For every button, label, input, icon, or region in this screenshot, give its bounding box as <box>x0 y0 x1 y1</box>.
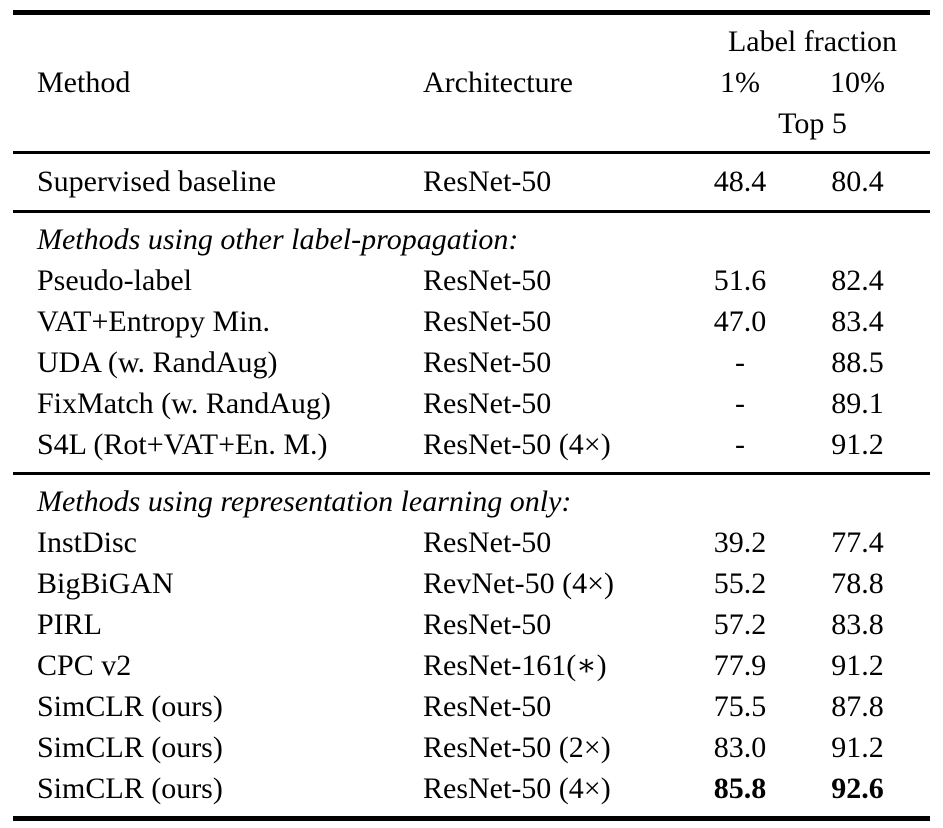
top5-10pct-cell: 83.4 <box>831 305 884 338</box>
section-title-row: Methods using representation learning on… <box>13 474 930 523</box>
header-spacer <box>423 13 695 63</box>
method-cell: CPC v2 <box>37 649 132 682</box>
method-cell: InstDisc <box>37 526 137 559</box>
architecture-cell: ResNet-50 <box>423 264 552 297</box>
table-row: SimCLR (ours) ResNet-50 75.5 87.8 <box>13 686 930 727</box>
top5-10pct-cell: 91.2 <box>831 731 884 764</box>
method-cell: S4L (Rot+VAT+En. M.) <box>37 428 328 461</box>
top5-10pct-cell: 89.1 <box>831 387 884 420</box>
top5-1pct-cell: 39.2 <box>713 526 767 559</box>
top5-10pct-cell: 91.2 <box>831 649 884 682</box>
architecture-cell: ResNet-50 <box>423 305 552 338</box>
top5-10pct-cell: 83.8 <box>831 608 884 641</box>
method-cell: PIRL <box>37 608 103 641</box>
architecture-cell: ResNet-50 (4×) <box>423 428 611 461</box>
top5-10pct-cell: 88.5 <box>831 346 884 379</box>
representation-learning-section: Methods using representation learning on… <box>13 474 930 819</box>
architecture-cell: ResNet-50 (2×) <box>423 731 611 764</box>
label-fraction-header: Label fraction <box>727 25 898 58</box>
baseline-section: Supervised baseline ResNet-50 48.4 80.4 <box>13 153 930 212</box>
table-row: Supervised baseline ResNet-50 48.4 80.4 <box>13 153 930 212</box>
label-propagation-section: Methods using other label-propagation: P… <box>13 212 930 474</box>
top5-10pct-cell: 77.4 <box>831 526 884 559</box>
table-row: S4L (Rot+VAT+En. M.) ResNet-50 (4×) - 91… <box>13 424 930 474</box>
top5-1pct-cell: 57.2 <box>713 608 767 641</box>
section-title: Methods using other label-propagation: <box>37 223 519 256</box>
header-row-metric: Top 5 <box>13 103 930 153</box>
architecture-column-header: Architecture <box>423 66 573 99</box>
header-row-group: Label fraction <box>13 13 930 63</box>
architecture-cell: ResNet-50 (4×) <box>423 772 611 805</box>
one-percent-column-header: 1% <box>720 66 760 99</box>
method-cell: Supervised baseline <box>37 165 277 198</box>
architecture-cell: ResNet-161(∗) <box>423 649 607 682</box>
top5-1pct-cell: 48.4 <box>713 165 767 198</box>
method-cell: SimCLR (ours) <box>37 731 223 764</box>
table-row: CPC v2 ResNet-161(∗) 77.9 91.2 <box>13 645 930 686</box>
table-row: PIRL ResNet-50 57.2 83.8 <box>13 604 930 645</box>
method-cell: BigBiGAN <box>37 567 174 600</box>
table-row-best-result: SimCLR (ours) ResNet-50 (4×) 85.8 92.6 <box>13 768 930 819</box>
top5-1pct-cell: - <box>735 346 745 379</box>
header-spacer <box>423 103 695 153</box>
table-row: UDA (w. RandAug) ResNet-50 - 88.5 <box>13 342 930 383</box>
header-spacer <box>13 103 423 153</box>
header-row-columns: Method Architecture 1% 10% <box>13 62 930 103</box>
method-column-header: Method <box>37 66 131 99</box>
top5-1pct-cell: 83.0 <box>713 731 767 764</box>
top5-1pct-cell: 55.2 <box>713 567 767 600</box>
architecture-cell: RevNet-50 (4×) <box>423 567 615 600</box>
top5-10pct-cell: 82.4 <box>831 264 884 297</box>
top5-1pct-cell: 75.5 <box>713 690 767 723</box>
top5-1pct-cell: - <box>735 428 745 461</box>
table-header: Label fraction Method Architecture 1% 10… <box>13 13 930 153</box>
table-row: VAT+Entropy Min. ResNet-50 47.0 83.4 <box>13 301 930 342</box>
top5-1pct-cell: 47.0 <box>713 305 767 338</box>
top5-10pct-cell: 91.2 <box>831 428 884 461</box>
top5-10pct-cell: 80.4 <box>831 165 884 198</box>
architecture-cell: ResNet-50 <box>423 526 552 559</box>
top5-1pct-cell: 77.9 <box>713 649 767 682</box>
top5-1pct-cell: 85.8 <box>713 772 767 805</box>
architecture-cell: ResNet-50 <box>423 690 552 723</box>
architecture-cell: ResNet-50 <box>423 165 552 198</box>
architecture-cell: ResNet-50 <box>423 387 552 420</box>
table-row: SimCLR (ours) ResNet-50 (2×) 83.0 91.2 <box>13 727 930 768</box>
architecture-cell: ResNet-50 <box>423 346 552 379</box>
method-cell: SimCLR (ours) <box>37 772 223 805</box>
results-table: Label fraction Method Architecture 1% 10… <box>13 10 930 821</box>
method-cell: Pseudo-label <box>37 264 192 297</box>
table-row: Pseudo-label ResNet-50 51.6 82.4 <box>13 260 930 301</box>
table-row: FixMatch (w. RandAug) ResNet-50 - 89.1 <box>13 383 930 424</box>
top5-10pct-cell: 92.6 <box>831 772 884 805</box>
top5-header: Top 5 <box>778 107 847 140</box>
top5-1pct-cell: 51.6 <box>713 264 767 297</box>
top5-10pct-cell: 87.8 <box>831 690 884 723</box>
table-row: BigBiGAN RevNet-50 (4×) 55.2 78.8 <box>13 563 930 604</box>
method-cell: FixMatch (w. RandAug) <box>37 387 331 420</box>
table-row: InstDisc ResNet-50 39.2 77.4 <box>13 522 930 563</box>
method-cell: SimCLR (ours) <box>37 690 223 723</box>
ten-percent-column-header: 10% <box>830 66 885 99</box>
top5-10pct-cell: 78.8 <box>831 567 884 600</box>
section-title: Methods using representation learning on… <box>37 485 572 518</box>
section-title-row: Methods using other label-propagation: <box>13 212 930 261</box>
top5-1pct-cell: - <box>735 387 745 420</box>
header-spacer <box>13 13 423 63</box>
architecture-cell: ResNet-50 <box>423 608 552 641</box>
method-cell: VAT+Entropy Min. <box>37 305 271 338</box>
method-cell: UDA (w. RandAug) <box>37 346 278 379</box>
